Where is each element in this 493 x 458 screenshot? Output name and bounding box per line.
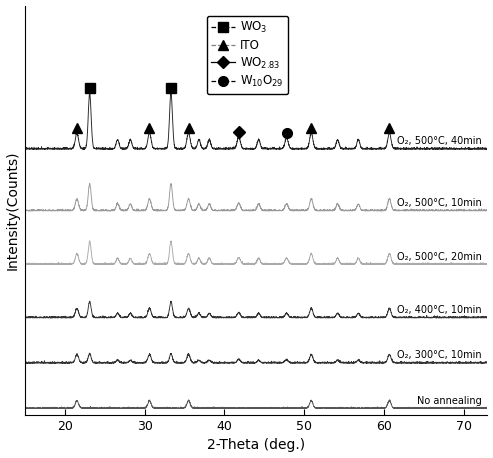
Text: O₂, 500°C, 40min: O₂, 500°C, 40min (397, 136, 482, 146)
Text: O₂, 300°C, 10min: O₂, 300°C, 10min (397, 350, 482, 360)
X-axis label: 2-Theta (deg.): 2-Theta (deg.) (207, 438, 305, 453)
Text: O₂, 500°C, 10min: O₂, 500°C, 10min (397, 198, 482, 208)
Text: O₂, 500°C, 20min: O₂, 500°C, 20min (397, 251, 482, 262)
Text: No annealing: No annealing (417, 396, 482, 406)
Text: O₂, 400°C, 10min: O₂, 400°C, 10min (397, 305, 482, 315)
Legend: WO$_3$, ITO, WO$_{2.83}$, W$_{10}$O$_{29}$: WO$_3$, ITO, WO$_{2.83}$, W$_{10}$O$_{29… (207, 16, 288, 94)
Y-axis label: Intensity(Counts): Intensity(Counts) (5, 151, 20, 270)
